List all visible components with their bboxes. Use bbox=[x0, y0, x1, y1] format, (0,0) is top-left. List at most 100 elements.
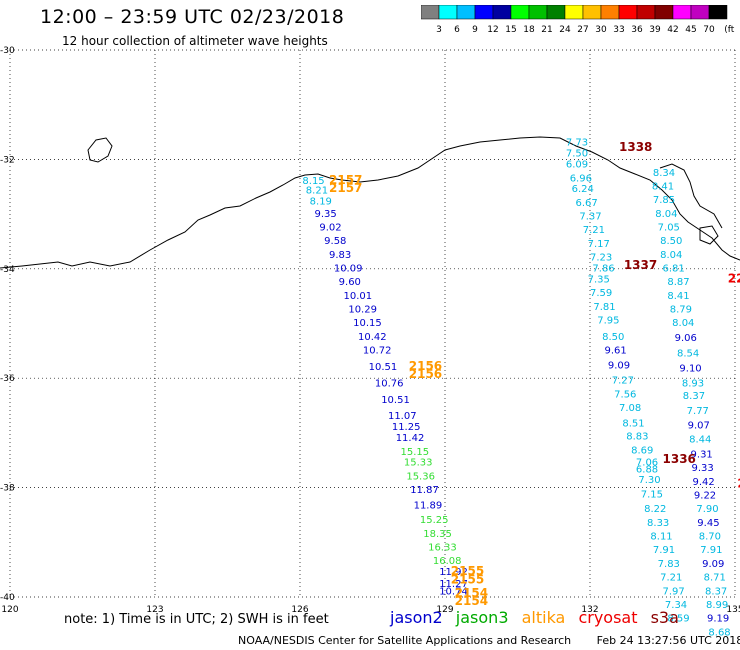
wave-height-value: 8.34 bbox=[653, 168, 675, 179]
color-scale-tick: 21 bbox=[541, 25, 552, 35]
legend-altika: altika bbox=[521, 608, 566, 627]
wave-height-value: 11.27 bbox=[439, 579, 468, 590]
longitude-label: 126 bbox=[291, 605, 308, 615]
wave-height-value: 7.21 bbox=[660, 573, 682, 584]
track-west: 8.158.218.19 9.35 9.02 9.58 9.83 10.09 9.60 10.… bbox=[302, 176, 467, 597]
wave-height-value: 8.99 bbox=[706, 600, 728, 611]
coastline-detail bbox=[659, 163, 723, 229]
wave-height-value: 9.31 bbox=[691, 450, 713, 461]
wave-height-value: 7.34 bbox=[665, 600, 687, 611]
color-scale-tick: 12 bbox=[487, 25, 498, 35]
pass-time-label: 2154 bbox=[455, 594, 488, 608]
legend-cryosat: cryosat bbox=[578, 608, 638, 627]
wave-height-value: 6.88 bbox=[636, 464, 658, 475]
color-scale-tick: 15 bbox=[505, 25, 516, 35]
map-subtitle: 12 hour collection of altimeter wave hei… bbox=[62, 34, 328, 48]
color-swatch bbox=[708, 5, 728, 20]
wave-height-value: 9.06 bbox=[675, 333, 697, 344]
wave-height-value: 8.37 bbox=[705, 586, 727, 597]
color-scale-tick: 42 bbox=[667, 25, 678, 35]
australia-coastline bbox=[0, 136, 740, 269]
wave-height-value: 7.91 bbox=[700, 545, 722, 556]
color-scale-tick: 24 bbox=[559, 25, 571, 35]
color-scale-tick: 39 bbox=[649, 25, 661, 35]
satellite-legend: jason2 jason3 altika cryosat s3a bbox=[390, 608, 687, 627]
wave-height-value: 10.72 bbox=[363, 346, 392, 357]
color-scale-unit: (ft) bbox=[724, 25, 735, 35]
wave-height-value: 10.29 bbox=[348, 305, 377, 316]
wave-height-value: 10.42 bbox=[358, 332, 387, 343]
pass-time-label: 2229 bbox=[728, 271, 740, 285]
color-scale-tick: 27 bbox=[577, 25, 588, 35]
wave-height-value: 8.22 bbox=[644, 504, 666, 515]
track-middle: 7.737.506.09 6.966.24 6.67 7.37 7.21 7.17 7.23… bbox=[566, 138, 690, 625]
wave-height-value: 10.09 bbox=[334, 264, 363, 275]
wave-height-value: 7.77 bbox=[687, 406, 709, 417]
color-scale-tick: 30 bbox=[595, 25, 607, 35]
units-note: note: 1) Time is in UTC; 2) SWH is in fe… bbox=[64, 612, 329, 627]
wave-height-value: 8.51 bbox=[622, 418, 644, 429]
wave-height-value: 6.96 bbox=[570, 173, 592, 184]
wave-height-value: 7.17 bbox=[588, 239, 610, 250]
wave-height-value: 8.79 bbox=[670, 305, 692, 316]
wave-height-value: 9.19 bbox=[707, 614, 729, 625]
wave-height-value: 9.33 bbox=[692, 463, 714, 474]
wave-height-value: 9.83 bbox=[329, 250, 351, 261]
pass-time-label: 1338 bbox=[619, 140, 652, 154]
wave-height-value: 7.56 bbox=[614, 389, 636, 400]
wave-height-value: 9.10 bbox=[679, 364, 701, 375]
color-scale-tick: 33 bbox=[613, 25, 624, 35]
color-scale-tick: 36 bbox=[631, 25, 643, 35]
island-shape bbox=[87, 137, 113, 163]
wave-height-value: 15.15 bbox=[401, 447, 430, 458]
wave-height-value: 7.81 bbox=[593, 302, 615, 313]
color-scale-tick: 45 bbox=[685, 25, 696, 35]
latitude-label: -40 bbox=[0, 593, 15, 603]
pass-time-label: 2156 bbox=[409, 359, 442, 373]
wave-height-value: 7.30 bbox=[638, 475, 660, 486]
wave-height-value: 7.21 bbox=[583, 225, 605, 236]
wave-height-value: 8.21 bbox=[306, 185, 328, 196]
wave-height-value: 7.15 bbox=[641, 489, 663, 500]
color-scale-tick: 6 bbox=[454, 25, 460, 35]
wave-height-value: 7.50 bbox=[566, 149, 588, 160]
wave-height-value: 8.04 bbox=[655, 209, 677, 220]
wave-height-value: 11.07 bbox=[388, 411, 417, 422]
wave-height-value: 16.33 bbox=[428, 543, 457, 554]
wave-height-value: 9.07 bbox=[688, 421, 710, 432]
island-shape bbox=[699, 225, 719, 245]
wave-height-value: 7.83 bbox=[658, 559, 680, 570]
wave-height-value: 8.83 bbox=[626, 431, 648, 442]
wave-height-value: 8.19 bbox=[310, 196, 332, 207]
wave-height-value: 7.91 bbox=[653, 545, 675, 556]
longitude-label: 123 bbox=[146, 605, 163, 615]
wave-height-value: 10.15 bbox=[353, 318, 382, 329]
wave-height-value: 8.15 bbox=[302, 176, 324, 187]
wave-height-value: 7.37 bbox=[579, 212, 601, 223]
wave-height-value: 8.69 bbox=[631, 446, 653, 457]
wave-height-value: 8.59 bbox=[667, 614, 689, 625]
wave-height-value: 10.01 bbox=[344, 291, 373, 302]
wave-height-value: 8.68 bbox=[708, 627, 730, 638]
wave-height-value: 16.08 bbox=[433, 556, 462, 567]
wave-height-value: 7.27 bbox=[612, 376, 634, 387]
color-scale-tick: 9 bbox=[472, 25, 478, 35]
pass-time-label: 2157 bbox=[329, 181, 362, 195]
wave-height-value: 7.97 bbox=[663, 586, 685, 597]
wave-height-value: 9.45 bbox=[697, 518, 719, 529]
generated-timestamp: Feb 24 13:27:56 UTC 2018 bbox=[596, 634, 740, 647]
pass-time-label: 1337 bbox=[624, 258, 657, 272]
wave-height-value: 9.09 bbox=[608, 360, 630, 371]
latitude-label: -32 bbox=[0, 155, 15, 165]
wave-height-value: 8.93 bbox=[682, 378, 704, 389]
latitude-label: -38 bbox=[0, 484, 15, 494]
wave-height-value: 11.87 bbox=[410, 485, 439, 496]
map-title: 12:00 – 23:59 UTC 02/23/2018 bbox=[40, 6, 345, 28]
wave-height-value: 9.58 bbox=[324, 236, 346, 247]
wave-height-value: 10.51 bbox=[381, 395, 410, 406]
wave-height-value: 8.37 bbox=[683, 391, 705, 402]
wave-height-value: 7.73 bbox=[566, 138, 588, 149]
wave-height-value: 8.04 bbox=[660, 250, 682, 261]
